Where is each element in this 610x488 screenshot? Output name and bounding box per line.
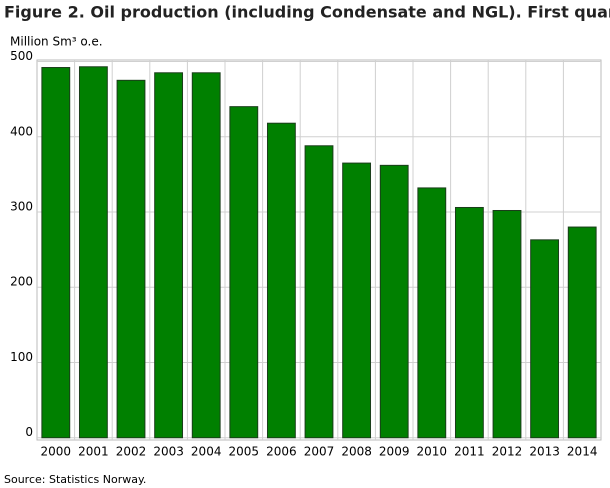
bar <box>266 122 296 439</box>
x-tick-label: 2001 <box>78 445 109 459</box>
x-tick-label: 2012 <box>492 445 523 459</box>
x-tick-label: 2008 <box>341 445 372 459</box>
bar <box>154 72 184 439</box>
bar <box>191 72 221 439</box>
y-axis-label: Million Sm³ o.e. <box>10 35 103 49</box>
x-tick-label: 2002 <box>116 445 147 459</box>
y-tick-label: 0 <box>25 425 33 439</box>
x-tick-label: 2010 <box>417 445 448 459</box>
bar <box>116 79 146 439</box>
y-tick-label: 100 <box>10 350 33 364</box>
x-tick-label: 2013 <box>529 445 560 459</box>
x-tick-label: 2007 <box>304 445 335 459</box>
y-tick-label: 500 <box>10 49 33 63</box>
y-tick-label: 200 <box>10 275 33 289</box>
bar <box>342 162 372 439</box>
x-tick-label: 2000 <box>41 445 72 459</box>
bar <box>567 226 597 439</box>
bar <box>379 164 409 439</box>
x-tick-label: 2014 <box>567 445 598 459</box>
bar <box>417 187 447 439</box>
bar <box>229 106 259 439</box>
x-tick-label: 2004 <box>191 445 222 459</box>
x-tick-label: 2005 <box>229 445 260 459</box>
x-tick-label: 2006 <box>266 445 297 459</box>
bar <box>492 209 522 439</box>
y-tick-label: 300 <box>10 200 33 214</box>
x-tick-label: 2003 <box>153 445 184 459</box>
x-tick-label: 2009 <box>379 445 410 459</box>
y-tick-label: 400 <box>10 124 33 138</box>
bar <box>304 145 334 439</box>
chart-title: Figure 2. Oil production (including Cond… <box>4 3 610 22</box>
x-tick-label: 2011 <box>454 445 485 459</box>
bar <box>41 67 71 439</box>
source: Source: Statistics Norway. <box>4 473 146 486</box>
bar <box>454 206 484 439</box>
bar <box>530 239 560 439</box>
bar <box>78 66 108 439</box>
